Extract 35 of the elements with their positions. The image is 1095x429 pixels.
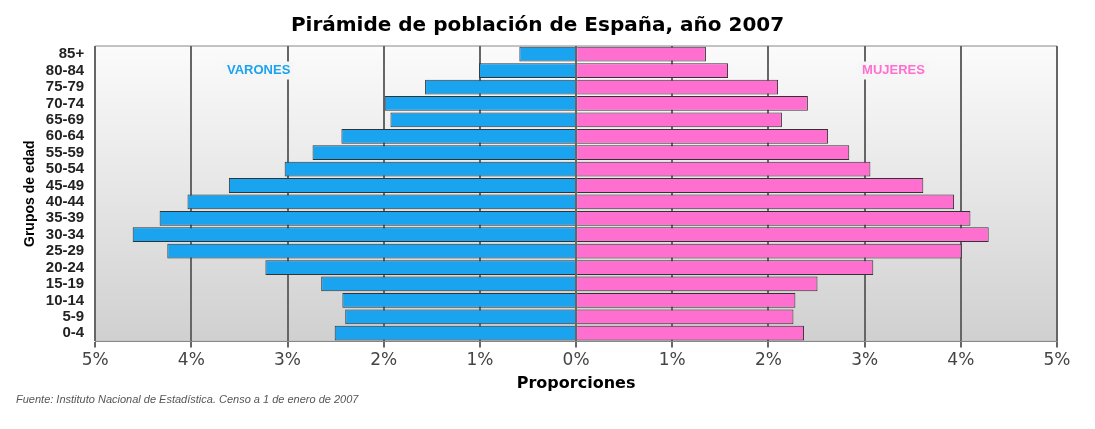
x-tick-label: 4% (947, 349, 975, 370)
x-tick-label: 2% (370, 349, 398, 370)
chart-title: Pirámide de población de España, año 2007 (290, 12, 785, 37)
x-tick-label: 3% (851, 349, 879, 370)
text: MUJERES (862, 62, 926, 78)
source-note: Fuente: Instituto Nacional de Estadística. Censo a 1 de enero de 2007 (16, 393, 360, 405)
x-tick-label: 1% (658, 349, 686, 370)
x-tick-label: 3% (274, 349, 302, 370)
y-tick-label: 75-79 (45, 77, 85, 95)
x-axis-title: Proporciones (516, 372, 636, 392)
y-tick-label: 0-4 (62, 323, 85, 341)
text: VARONES (227, 62, 291, 78)
y-tick-label: 15-19 (45, 274, 85, 292)
y-tick-label: 45-49 (45, 175, 85, 193)
x-tick-label: 5% (81, 349, 109, 370)
y-tick-label: 35-39 (45, 208, 85, 226)
y-tick-label: 65-69 (45, 109, 85, 127)
y-tick-label: 25-29 (45, 241, 85, 259)
y-tick-label: 30-34 (45, 224, 85, 242)
y-tick-label: 20-24 (45, 257, 85, 275)
y-tick-label: 85+ (58, 44, 85, 62)
y-tick-label: 50-54 (45, 159, 85, 177)
y-tick-label: 70-74 (45, 93, 85, 111)
y-tick-label: 10-14 (45, 290, 85, 308)
x-tick-label: 1% (466, 349, 494, 370)
x-tick-label: 5% (1043, 349, 1071, 370)
y-tick-label: 5-9 (62, 306, 85, 324)
x-tick-label: 2% (754, 349, 782, 370)
y-tick-label: 55-59 (45, 142, 85, 160)
y-tick-label: 60-64 (45, 126, 85, 144)
y-tick-label: 40-44 (45, 192, 85, 210)
y-axis-title: Grupos de edad (21, 140, 38, 247)
x-tick-label: 0% (562, 349, 590, 370)
y-tick-label: 80-84 (45, 60, 85, 78)
x-tick-label: 4% (177, 349, 205, 370)
